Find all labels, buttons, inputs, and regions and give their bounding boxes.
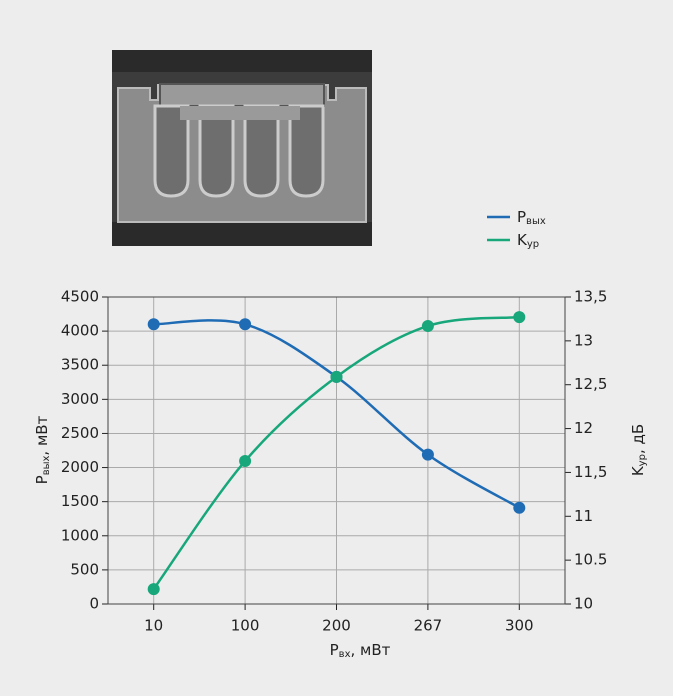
y2-tick-label: 10.5 <box>574 551 607 569</box>
chart: Pвх, мВт Pвых, мВт Kур, дБ 0500100015002… <box>0 0 673 696</box>
y2-tick-label: 12 <box>574 419 593 437</box>
x-tick-label: 300 <box>505 617 534 635</box>
y-tick-label: 1000 <box>61 526 99 544</box>
x-tick-label: 200 <box>322 617 351 635</box>
x-tick-label: 267 <box>414 617 443 635</box>
data-point <box>148 583 160 595</box>
data-point <box>422 449 434 461</box>
data-point <box>513 311 525 323</box>
y2-tick-label: 11 <box>574 507 593 525</box>
y2-axis-label: Kур, дБ <box>629 424 649 476</box>
y2-tick-label: 11,5 <box>574 463 607 481</box>
y-tick-label: 500 <box>70 560 99 578</box>
data-point <box>331 371 343 383</box>
y2-tick-label: 10 <box>574 595 593 613</box>
y2-tick-label: 12,5 <box>574 375 607 393</box>
y-tick-label: 2500 <box>61 424 99 442</box>
y-tick-label: 2000 <box>61 458 99 476</box>
y2-tick-label: 13,5 <box>574 288 607 306</box>
y-tick-label: 3500 <box>61 356 99 374</box>
y-tick-label: 1500 <box>61 492 99 510</box>
y-tick-label: 4000 <box>61 322 99 340</box>
legend-subscript: вых <box>526 216 546 227</box>
y2-tick-label: 13 <box>574 331 593 349</box>
data-point <box>513 502 525 514</box>
x-tick-label: 10 <box>144 617 163 635</box>
x-tick-label: 100 <box>231 617 260 635</box>
data-point <box>239 318 251 330</box>
y-tick-label: 4500 <box>61 288 99 306</box>
chip-photo <box>112 50 372 246</box>
y-tick-label: 0 <box>89 595 99 613</box>
legend-symbol: P <box>517 208 526 226</box>
data-point <box>239 455 251 467</box>
y-tick-label: 3000 <box>61 390 99 408</box>
legend-subscript: ур <box>527 239 539 250</box>
data-point <box>422 320 434 332</box>
data-point <box>148 318 160 330</box>
